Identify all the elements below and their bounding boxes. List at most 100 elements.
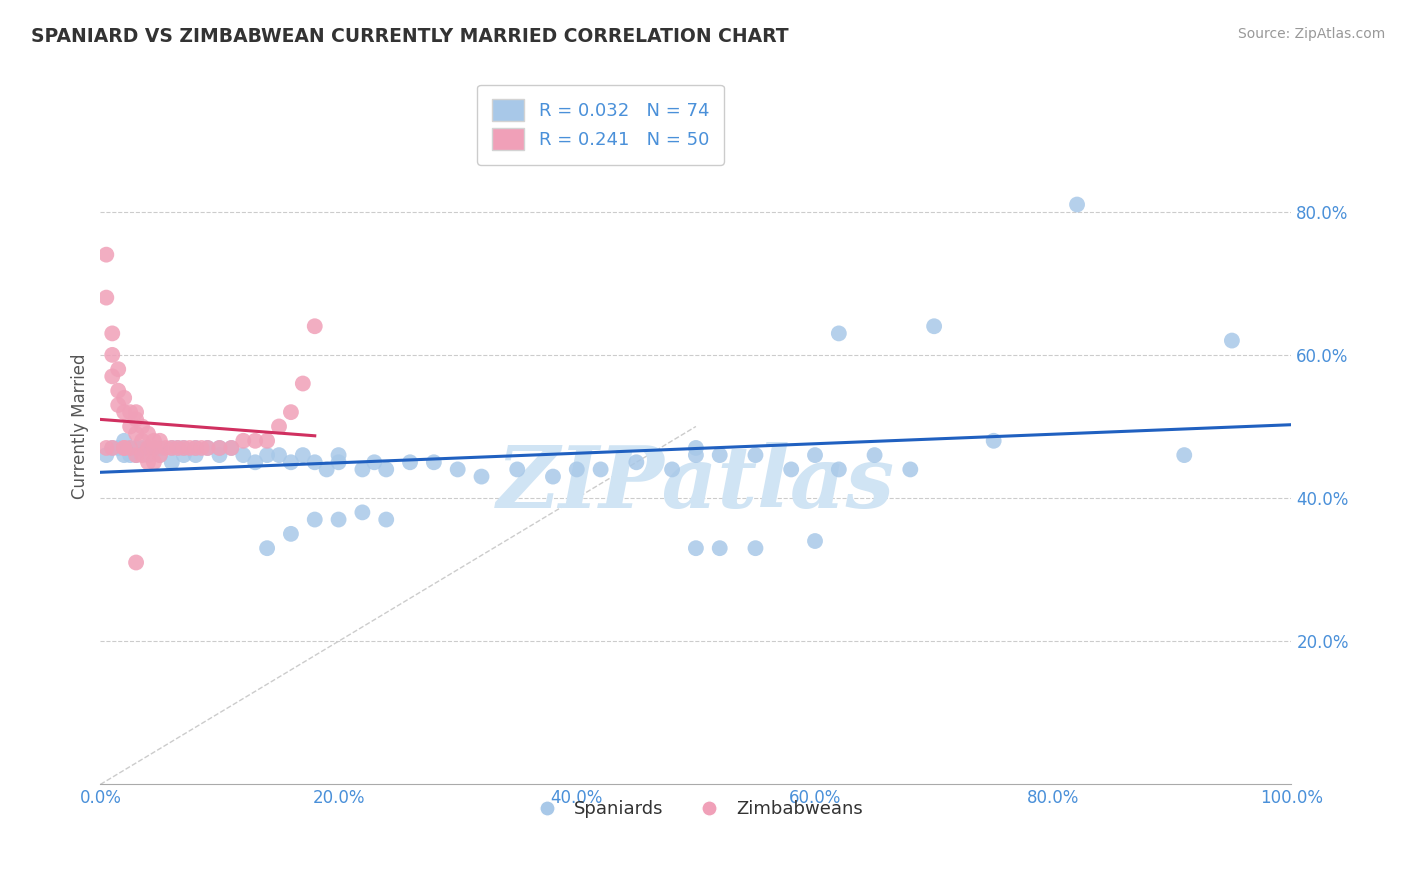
Point [232,448,254,462]
Point [131,441,153,455]
Point [863,448,886,462]
Point [120,441,142,455]
Point [173,441,195,455]
Y-axis label: Currently Married: Currently Married [72,354,89,500]
Point [208,441,231,455]
Point [120,441,142,455]
Point [1066,197,1088,211]
Text: SPANIARD VS ZIMBABWEAN CURRENTLY MARRIED CORRELATION CHART: SPANIARD VS ZIMBABWEAN CURRENTLY MARRIED… [31,27,789,45]
Point [898,462,921,476]
Point [142,434,165,448]
Point [136,441,159,455]
Point [96,448,118,462]
Point [125,426,148,441]
Point [149,434,172,448]
Point [155,441,177,455]
Point [125,405,148,419]
Text: ZIPatlas: ZIPatlas [496,442,896,525]
Point [328,455,350,469]
Point [315,462,337,476]
Point [96,247,118,261]
Point [221,441,243,455]
Point [267,419,290,434]
Point [447,462,470,476]
Point [166,441,188,455]
Point [304,455,326,469]
Point [291,376,314,391]
Point [101,326,124,341]
Point [208,448,231,462]
Point [136,426,159,441]
Point [107,384,129,398]
Point [197,441,219,455]
Point [375,512,398,526]
Point [173,441,195,455]
Point [184,448,207,462]
Point [470,469,492,483]
Point [1173,448,1195,462]
Point [107,398,129,412]
Point [685,541,707,556]
Point [661,462,683,476]
Point [96,441,118,455]
Point [256,434,278,448]
Point [363,455,385,469]
Point [112,448,135,462]
Point [709,448,731,462]
Point [375,462,398,476]
Point [399,455,422,469]
Point [131,448,153,462]
Point [280,455,302,469]
Point [101,348,124,362]
Point [120,448,142,462]
Point [922,319,945,334]
Point [112,391,135,405]
Point [136,448,159,462]
Text: Source: ZipAtlas.com: Source: ZipAtlas.com [1237,27,1385,41]
Point [136,441,159,455]
Point [101,369,124,384]
Point [221,441,243,455]
Point [626,455,648,469]
Point [125,441,148,455]
Point [744,541,766,556]
Point [142,441,165,455]
Point [149,448,172,462]
Point [245,434,267,448]
Point [328,512,350,526]
Point [685,441,707,455]
Point [506,462,529,476]
Point [541,469,564,483]
Point [280,405,302,419]
Legend: Spaniards, Zimbabweans: Spaniards, Zimbabweans [522,793,870,825]
Point [112,434,135,448]
Point [179,441,201,455]
Point [280,526,302,541]
Point [328,448,350,462]
Point [232,434,254,448]
Point [125,448,148,462]
Point [190,441,212,455]
Point [149,448,172,462]
Point [107,441,129,455]
Point [1220,334,1243,348]
Point [101,441,124,455]
Point [197,441,219,455]
Point [131,419,153,434]
Point [709,541,731,556]
Point [352,505,374,519]
Point [173,448,195,462]
Point [828,326,851,341]
Point [125,412,148,426]
Point [142,441,165,455]
Point [160,441,183,455]
Point [828,462,851,476]
Point [352,462,374,476]
Point [780,462,803,476]
Point [256,448,278,462]
Point [744,448,766,462]
Point [136,455,159,469]
Point [112,441,135,455]
Point [256,541,278,556]
Point [291,448,314,462]
